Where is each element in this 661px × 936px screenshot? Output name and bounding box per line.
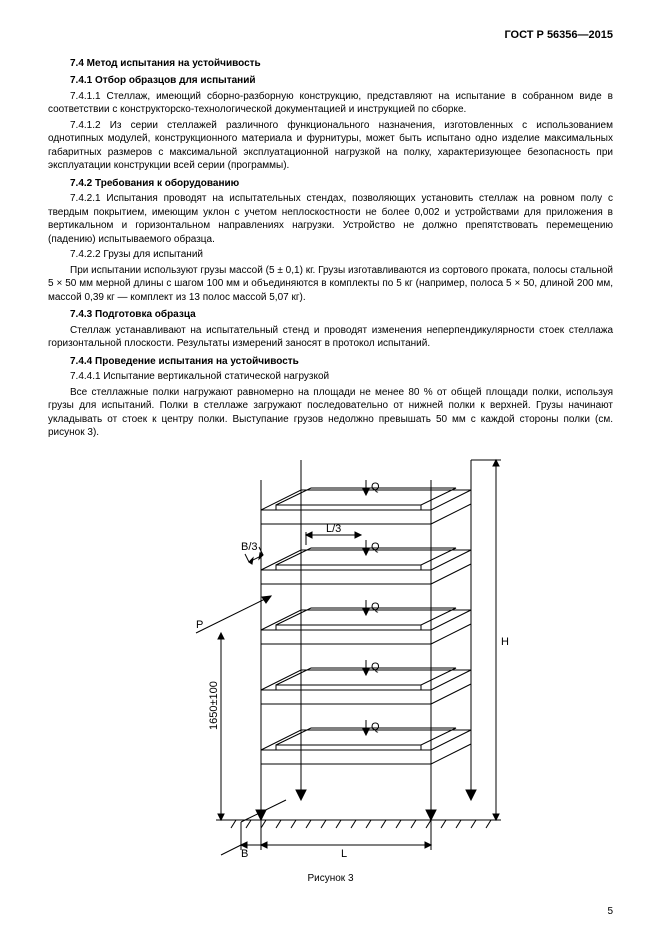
label-b: B xyxy=(241,848,248,860)
label-q1: Q xyxy=(371,481,380,493)
label-height: 1650±100 xyxy=(208,681,220,730)
label-l3: L/3 xyxy=(326,523,341,535)
figure-caption: Рисунок 3 xyxy=(48,872,613,886)
label-q3: Q xyxy=(371,601,380,613)
document-page: ГОСТ Р 56356—2015 7.4 Метод испытания на… xyxy=(0,0,661,936)
para-7-4-2-2: При испытании используют грузы массой (5… xyxy=(48,264,613,305)
heading-7-4: 7.4 Метод испытания на устойчивость xyxy=(48,57,613,71)
figure-3-svg: Q Q Q Q Q P B/3 L/3 1650±100 H L B xyxy=(141,450,521,860)
label-q2: Q xyxy=(371,541,380,553)
heading-7-4-3: 7.4.3 Подготовка образца xyxy=(48,308,613,322)
label-q5: Q xyxy=(371,721,380,733)
para-7-4-3: Стеллаж устанавливают на испытательный с… xyxy=(48,324,613,351)
para-7-4-4-1-title: 7.4.4.1 Испытание вертикальной статическ… xyxy=(48,370,613,384)
label-h: H xyxy=(501,636,509,648)
figure-3: Q Q Q Q Q P B/3 L/3 1650±100 H L B Рисун… xyxy=(48,450,613,886)
para-7-4-2-2-title: 7.4.2.2 Грузы для испытаний xyxy=(48,248,613,262)
label-l: L xyxy=(341,848,347,860)
para-7-4-1-1: 7.4.1.1 Стеллаж, имеющий сборно-разборну… xyxy=(48,90,613,117)
heading-7-4-4: 7.4.4 Проведение испытания на устойчивос… xyxy=(48,355,613,369)
heading-7-4-2: 7.4.2 Требования к оборудованию xyxy=(48,177,613,191)
label-q4: Q xyxy=(371,661,380,673)
label-p: P xyxy=(196,619,203,631)
heading-7-4-1: 7.4.1 Отбор образцов для испытаний xyxy=(48,74,613,88)
doc-header: ГОСТ Р 56356—2015 xyxy=(48,28,613,43)
para-7-4-2-1: 7.4.2.1 Испытания проводят на испытатель… xyxy=(48,192,613,246)
label-b3: B/3 xyxy=(241,541,258,553)
para-7-4-1-2: 7.4.1.2 Из серии стеллажей различного фу… xyxy=(48,119,613,173)
page-number: 5 xyxy=(607,905,613,919)
para-7-4-4-1: Все стеллажные полки нагружают равномерн… xyxy=(48,386,613,440)
